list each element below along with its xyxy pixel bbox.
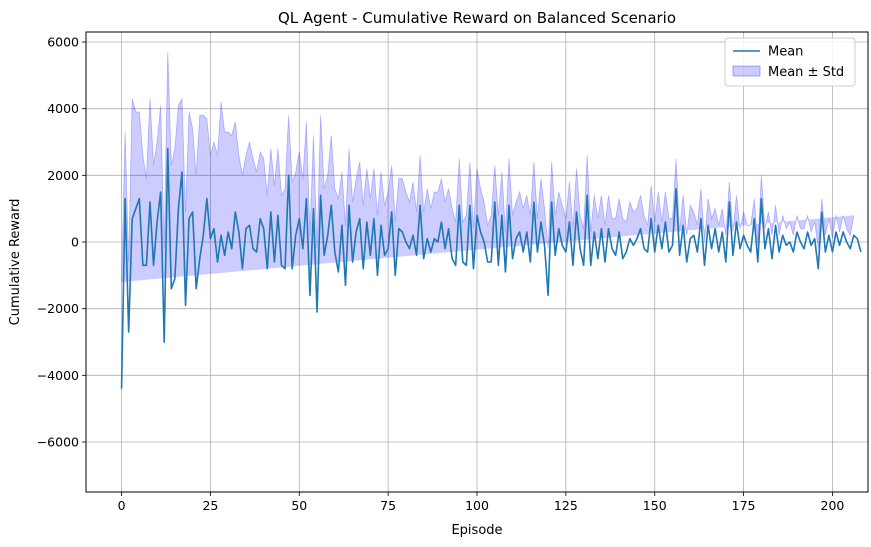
y-tick-label: 0 [71,235,79,250]
x-tick-label: 125 [554,498,578,513]
chart-title: QL Agent - Cumulative Reward on Balanced… [278,9,676,27]
x-tick-label: 25 [202,498,218,513]
y-axis-label: Cumulative Reward [8,199,23,326]
x-tick-label: 75 [380,498,396,513]
legend-std-swatch [732,65,761,77]
legend-box [724,37,856,87]
y-tick-label: 2000 [47,168,79,183]
x-tick-label: 50 [291,498,307,513]
y-tick-label: −4000 [37,368,79,383]
plot-area [120,51,862,389]
y-tick-label: −2000 [37,301,79,316]
mean-line [120,147,862,389]
y-tick-label: −6000 [37,435,79,450]
legend: Mean Mean ± Std [724,37,856,87]
y-tick-label: 6000 [47,35,79,50]
x-tick-label: 175 [732,498,756,513]
legend-std-label: Mean ± Std [768,65,844,80]
x-tick-label: 200 [821,498,845,513]
y-tick-label: 4000 [47,101,79,116]
x-tick-label: 0 [118,498,126,513]
x-axis: 0 25 50 75 100 125 150 175 200 [118,492,845,513]
grid-lines [86,32,868,492]
x-tick-label: 150 [643,498,667,513]
x-axis-label: Episode [451,523,502,538]
y-axis: −6000 −4000 −2000 0 2000 4000 6000 [37,35,86,450]
x-tick-label: 100 [465,498,489,513]
legend-mean-label: Mean [768,45,803,60]
